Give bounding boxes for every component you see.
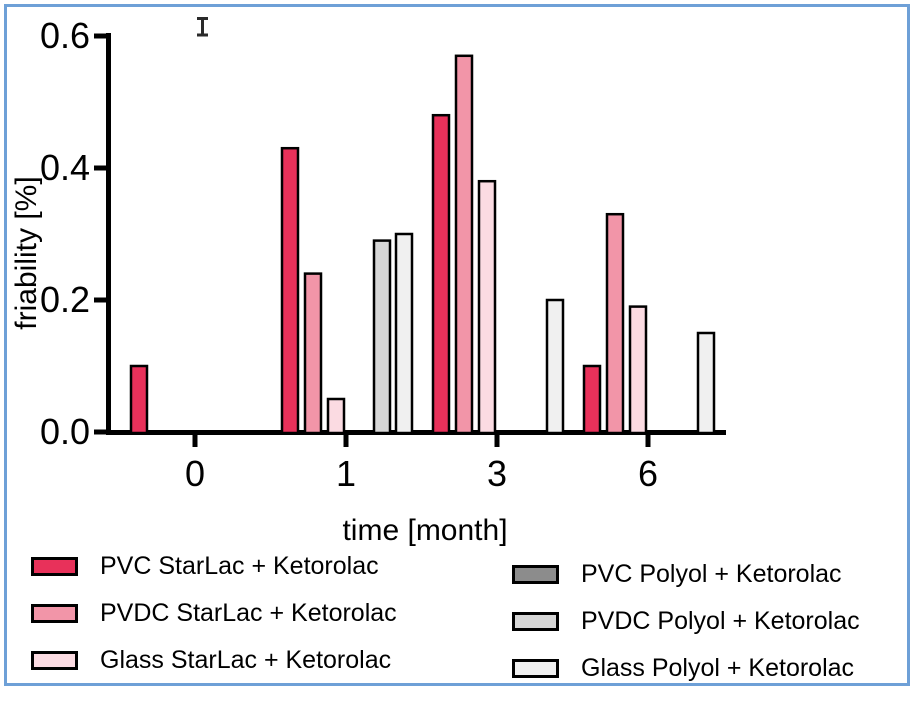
legend-label: PVC Polyol + Ketorolac	[581, 560, 842, 588]
y-tick-label: 0.0	[40, 411, 90, 452]
bar-pvdc-starlac-month-3	[454, 54, 474, 435]
legend-swatch-glass-starlac	[31, 650, 78, 670]
y-tick	[94, 33, 106, 39]
y-tick-label: 0.6	[40, 15, 90, 56]
x-tick	[645, 435, 651, 447]
bar-pvc-starlac-month-1	[280, 146, 300, 435]
y-tick-label: 0.4	[40, 147, 90, 188]
legend-swatch-pvc-polyol	[512, 564, 559, 584]
legend-swatch-pvc-starlac	[31, 556, 78, 576]
x-tick-label: 0	[185, 453, 205, 494]
legend-swatch-pvdc-starlac	[31, 603, 78, 623]
legend-item: PVC StarLac + Ketorolac	[31, 552, 397, 580]
legend-swatch-pvdc-polyol	[512, 611, 559, 631]
bar-glass-starlac-month-1	[326, 397, 346, 435]
legend-item: PVDC StarLac + Ketorolac	[31, 599, 397, 627]
legend-label: Glass StarLac + Ketorolac	[100, 646, 392, 674]
bar-glass-polyol-month-6	[696, 331, 716, 435]
legend-swatch-glass-polyol	[512, 658, 559, 678]
x-tick	[192, 435, 198, 447]
legend-label: PVDC Polyol + Ketorolac	[581, 607, 860, 635]
legend-label: Glass Polyol + Ketorolac	[581, 654, 855, 682]
y-axis-spine	[106, 33, 111, 435]
bar-chart-canvas: 0.0 0.2 0.4 0.6 0 1 3 6 friability [%] time [mont…	[10, 15, 726, 547]
y-tick	[94, 297, 106, 303]
x-tick	[494, 435, 500, 447]
x-axis-spine	[106, 430, 726, 435]
bar-pvdc-polyol-month-1	[372, 239, 392, 435]
y-tick-label: 0.2	[40, 279, 90, 320]
legend-item: PVC Polyol + Ketorolac	[512, 560, 860, 588]
y-tick	[94, 429, 106, 435]
x-tick-label: 1	[336, 453, 356, 494]
x-tick	[343, 435, 349, 447]
x-tick-label: 3	[487, 453, 507, 494]
legend-label: PVC StarLac + Ketorolac	[100, 552, 379, 580]
legend-item: Glass Polyol + Ketorolac	[512, 654, 860, 682]
legend-item: PVDC Polyol + Ketorolac	[512, 607, 860, 635]
bar-pvc-starlac-month-6	[582, 364, 602, 435]
bar-glass-polyol-month-3	[545, 298, 565, 435]
y-tick	[94, 165, 106, 171]
legend-column-right: PVC Polyol + Ketorolac PVDC Polyol + Ket…	[512, 560, 860, 701]
bar-glass-starlac-month-3	[477, 179, 497, 435]
x-tick-label: 6	[638, 453, 658, 494]
bar-pvdc-starlac-month-1	[303, 272, 323, 435]
legend-label: PVDC StarLac + Ketorolac	[100, 599, 397, 627]
y-axis-title: friability [%]	[10, 176, 43, 329]
bar-pvc-starlac-month-0	[129, 364, 149, 435]
bar-pvdc-starlac-month-6	[605, 212, 625, 435]
text-ibeam-cursor	[197, 17, 208, 37]
bar-pvc-starlac-month-3	[431, 113, 451, 435]
bar-glass-polyol-month-1	[394, 232, 414, 435]
legend-item: Glass StarLac + Ketorolac	[31, 646, 397, 674]
x-axis-title: time [month]	[342, 514, 507, 547]
legend-column-left: PVC StarLac + Ketorolac PVDC StarLac + K…	[31, 552, 397, 693]
bar-glass-starlac-month-6	[628, 305, 648, 435]
